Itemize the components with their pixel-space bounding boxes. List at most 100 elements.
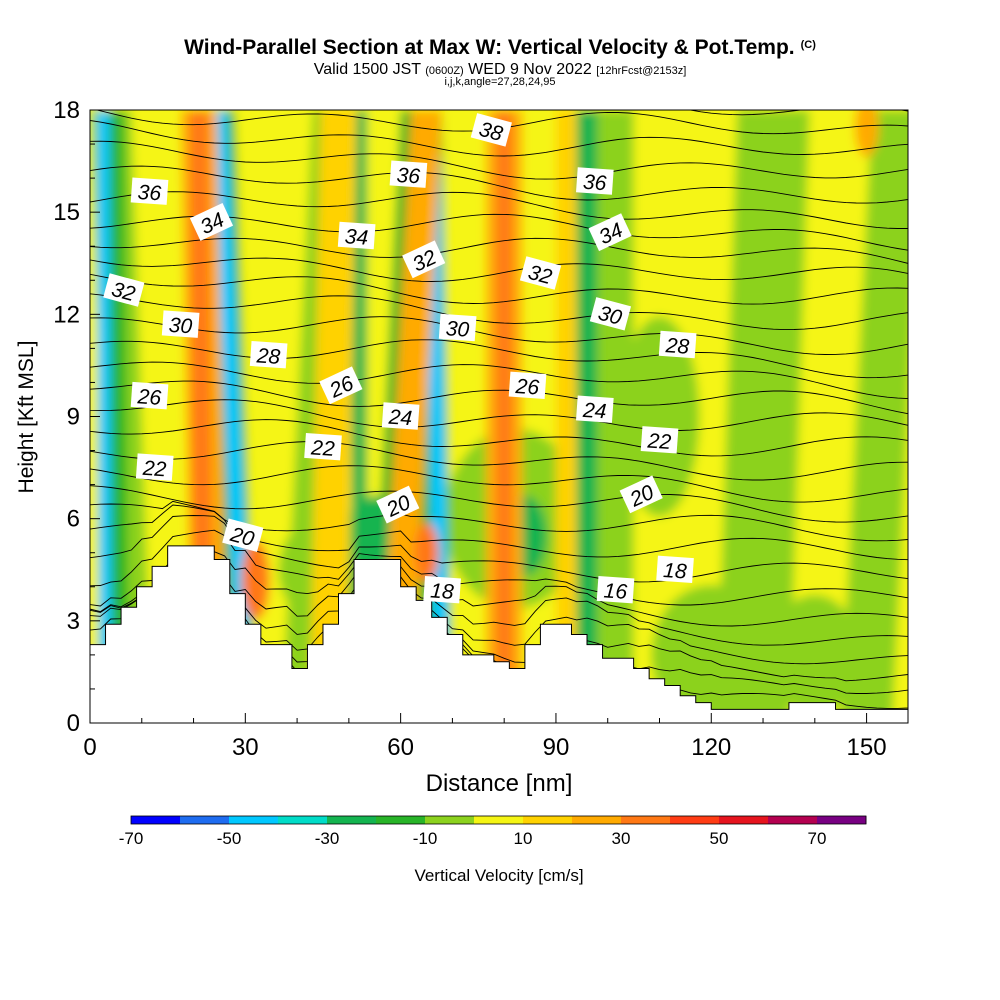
x-tick-label: 0 [83,734,96,761]
theta-contour-label-text: 30 [445,317,470,342]
theta-contour-label: 24 [381,402,420,431]
theta-contour-line [90,120,908,157]
theta-contour-line [90,551,908,627]
colorbar-swatch [474,816,524,824]
velocity-band [840,110,908,723]
theta-contour-line [90,465,908,503]
theta-contour-label: 22 [640,426,679,454]
theta-contour-label: 36 [130,177,169,206]
theta-contour-label: 22 [135,453,174,482]
colorbar-swatch [131,816,181,824]
colorbar-tick-label: 10 [514,829,533,848]
x-axis-label: Distance [nm] [426,770,573,797]
theta-contour-label: 28 [249,340,288,369]
colorbar-label: Vertical Velocity [cm/s] [414,866,583,885]
colorbar-swatch [180,816,230,824]
theta-contour-line [90,165,908,204]
y-tick-label: 0 [67,710,80,737]
theta-contour-label: 18 [423,575,461,604]
y-axis-label: Height [Kft MSL] [15,341,38,494]
theta-contour-label: 30 [161,310,200,339]
theta-contour-line [90,316,908,355]
y-tick-label: 9 [67,404,80,431]
colorbar-tick-label: -50 [217,829,242,848]
colorbar-frame [130,815,867,825]
x-tick-label: 90 [543,734,570,761]
theta-contour-line [90,399,908,431]
colorbar-swatch [376,816,426,824]
x-tick-label: 30 [232,734,259,761]
y-tick-label: 3 [67,608,80,635]
theta-contour-line [90,500,908,542]
y-tick-label: 6 [67,506,80,533]
theta-contour-line [90,361,908,400]
theta-contour-label-text: 22 [141,457,167,482]
theta-contour-label: 30 [589,297,632,331]
theta-contour-label-text: 22 [646,429,672,454]
y-tick-label: 12 [53,301,80,328]
theta-contour-label: 34 [588,213,632,252]
colorbar-swatch [817,816,867,824]
colorbar-swatch [621,816,671,824]
theta-contour-label-text: 30 [168,314,193,339]
colorbar-swatch [425,816,475,824]
theta-contour-line [90,529,908,606]
theta-contour-label: 24 [576,395,614,423]
colorbar-swatch [719,816,769,824]
theta-contour-label-text: 28 [664,334,690,359]
y-tick-label: 15 [53,199,80,226]
theta-contour-label: 30 [438,313,477,342]
velocity-cell [854,110,879,158]
theta-contour-label: 16 [596,575,635,604]
colorbar-swatch [229,816,279,824]
colorbar-tick-label: 50 [710,829,729,848]
theta-contour-label-text: 24 [387,406,413,431]
chart-title: Wind-Parallel Section at Max W: Vertical… [184,36,816,59]
x-tick-label: 60 [387,734,414,761]
theta-contour-label: 22 [304,432,342,461]
theta-contour-label-text: 16 [603,579,628,604]
colorbar-swatch [670,816,720,824]
theta-contour-label-text: 26 [136,385,162,410]
velocity-cell [769,594,860,715]
theta-contour-line [90,380,908,415]
velocity-cell [619,316,700,517]
x-tick-label: 120 [691,734,731,761]
theta-contour-line [90,515,908,583]
theta-contour-label-text: 34 [344,225,369,250]
theta-contour-line [90,237,908,264]
velocity-band [716,110,810,723]
theta-contour-label: 26 [130,381,169,410]
colorbar: -70 -50 -30 -10 10 30 50 70 [119,815,867,848]
theta-contour-label: 36 [576,167,614,195]
colorbar-swatch [327,816,377,824]
velocity-cell [414,522,439,583]
terrain-profile [90,545,908,723]
theta-contour-label-text: 22 [309,436,335,461]
theta-contour-label: 26 [508,371,547,400]
velocity-band [310,110,357,723]
theta-contour-label-text: 24 [581,399,607,424]
theta-contour-line [90,339,908,379]
y-tick-label: 18 [53,97,80,124]
theta-contour-label-text: 26 [514,375,540,400]
theta-contour-line [90,273,908,305]
colorbar-tick-label: 30 [612,829,631,848]
colorbar-swatch [278,816,328,824]
theta-contour-line [90,419,908,457]
colorbar-tick-label: 70 [808,829,827,848]
theta-contour-label: 18 [656,555,694,584]
theta-contour-label-text: 18 [430,579,455,604]
theta-contour-label-text: 18 [662,559,687,584]
colorbar-tick-label: -70 [119,829,144,848]
theta-contour-label: 32 [103,273,145,307]
theta-contour-line [90,257,908,282]
theta-contour-label-text: 36 [396,164,421,189]
theta-contour-line [90,441,908,481]
velocity-cell [651,584,772,723]
theta-contour-label-text: 28 [255,344,281,369]
colorbar-tick-label: -10 [413,829,438,848]
theta-contour-label: 20 [376,485,420,524]
